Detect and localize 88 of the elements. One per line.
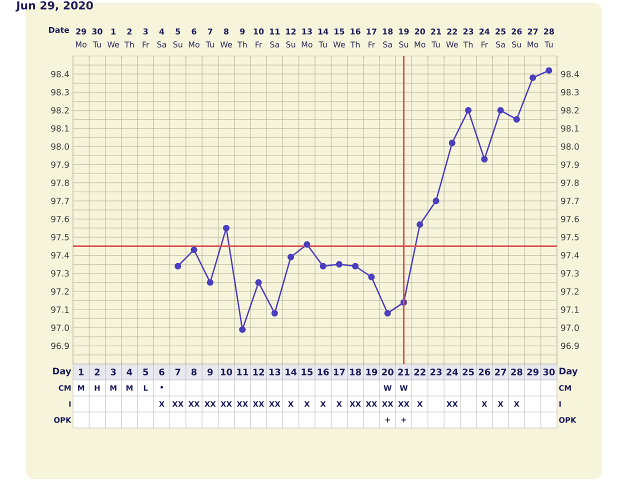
x-tick-label: 8 [191, 368, 197, 376]
x-tick-label: 14 [286, 368, 297, 376]
point [432, 198, 440, 204]
point [464, 107, 472, 114]
point [271, 310, 278, 317]
x-tick-label: 11 [237, 368, 248, 376]
y-tick-label: 98.4 [51, 70, 70, 78]
y2-tick-label: 97.1 [561, 306, 579, 313]
point [288, 254, 294, 260]
point [497, 107, 504, 114]
y2-tick-label: 97.3 [561, 270, 579, 277]
point [336, 261, 342, 268]
y-tick-label: 97.0 [51, 324, 69, 331]
x-tick-label: 24 [446, 368, 458, 376]
x-tick-label: 18 [350, 368, 362, 376]
x-tick-label: 22 [414, 368, 426, 376]
y-tick-label: 97.3 [51, 270, 69, 277]
x-tick-label: 13 [269, 368, 280, 376]
y-tick-label: 97.1 [51, 306, 69, 313]
x-tick-label: 10 [221, 368, 232, 376]
point [448, 140, 456, 146]
y2-tick-label: 97.7 [561, 198, 579, 204]
x-tick-label: 7 [175, 368, 180, 376]
point [320, 262, 326, 270]
x-tick-label: 23 [430, 368, 442, 376]
y2-tick-label: 97.2 [561, 288, 579, 295]
y2-tick-label: 97.8 [561, 180, 579, 186]
x-tick-label: 20 [382, 368, 394, 376]
y-tick-label: 97.4 [51, 252, 70, 258]
point [416, 221, 424, 228]
point [513, 116, 520, 123]
y2-tick-label: 97.9 [561, 161, 579, 168]
x-tick-label: 21 [398, 368, 410, 376]
y-tick-label: 97.7 [51, 198, 69, 204]
point [222, 224, 230, 232]
y2-tick-label: 97.5 [561, 234, 579, 240]
point [368, 274, 375, 280]
y-tick-label: 97.9 [51, 161, 69, 168]
y-tick-label: 97.5 [51, 234, 69, 240]
x-axis-title: Day [53, 368, 72, 376]
x-tick-label: 28 [511, 368, 522, 376]
x-tick-label: 15 [302, 368, 313, 376]
y-tick-label: 97.8 [51, 180, 69, 186]
y-tick-label: 98.0 [51, 143, 69, 150]
chart-title: Jun 29, 2020 [16, 1, 93, 12]
x-tick-label: 16 [318, 368, 329, 376]
x-tick-label: 4 [126, 368, 132, 376]
point [481, 156, 488, 163]
x-tick-label: 17 [334, 368, 345, 376]
y-tick-label: 96.9 [51, 342, 69, 350]
x-tick-label: 5 [143, 368, 148, 376]
point [530, 74, 536, 82]
x-tick-label: 27 [495, 368, 506, 376]
x-tick-label: 2 [94, 368, 100, 376]
y2-tick-label: 98.0 [561, 143, 579, 150]
point [352, 262, 359, 270]
y2-tick-label: 98.4 [561, 70, 579, 78]
x-tick-label: 25 [462, 368, 474, 376]
y2-tick-label: 96.9 [561, 342, 579, 350]
point [546, 67, 552, 74]
x-tick-label: 12 [253, 368, 264, 376]
x-tick-label: 3 [110, 368, 116, 376]
y2-tick-label: 98.1 [561, 125, 579, 132]
x-tick-label: 6 [159, 368, 164, 376]
point [206, 279, 214, 286]
x-tick-label: 26 [478, 368, 490, 376]
y-tick-label: 97.6 [51, 216, 69, 222]
y-tick-label: 98.1 [51, 125, 69, 132]
y-tick-label: 97.2 [51, 288, 69, 295]
y2-tick-label: 97.6 [561, 216, 579, 222]
point [255, 279, 262, 286]
x-tick-label: 9 [207, 368, 213, 376]
y2-tick-label: 98.2 [561, 107, 579, 114]
text: Day [560, 368, 578, 376]
x-tick-label: 19 [366, 368, 378, 376]
x-tick-label: 1 [78, 368, 84, 376]
y2-tick-label: 97.4 [561, 252, 579, 258]
x-tick-label: 30 [543, 368, 555, 376]
point [304, 241, 310, 248]
y2-tick-label: 97.0 [561, 324, 579, 331]
x-tick-label: 29 [527, 368, 538, 376]
y-tick-label: 98.3 [51, 89, 69, 96]
point [174, 262, 182, 270]
y2-tick-label: 98.3 [561, 89, 579, 96]
point [239, 326, 246, 333]
point [190, 246, 198, 254]
point [384, 310, 391, 317]
y-tick-label: 98.2 [51, 107, 69, 114]
